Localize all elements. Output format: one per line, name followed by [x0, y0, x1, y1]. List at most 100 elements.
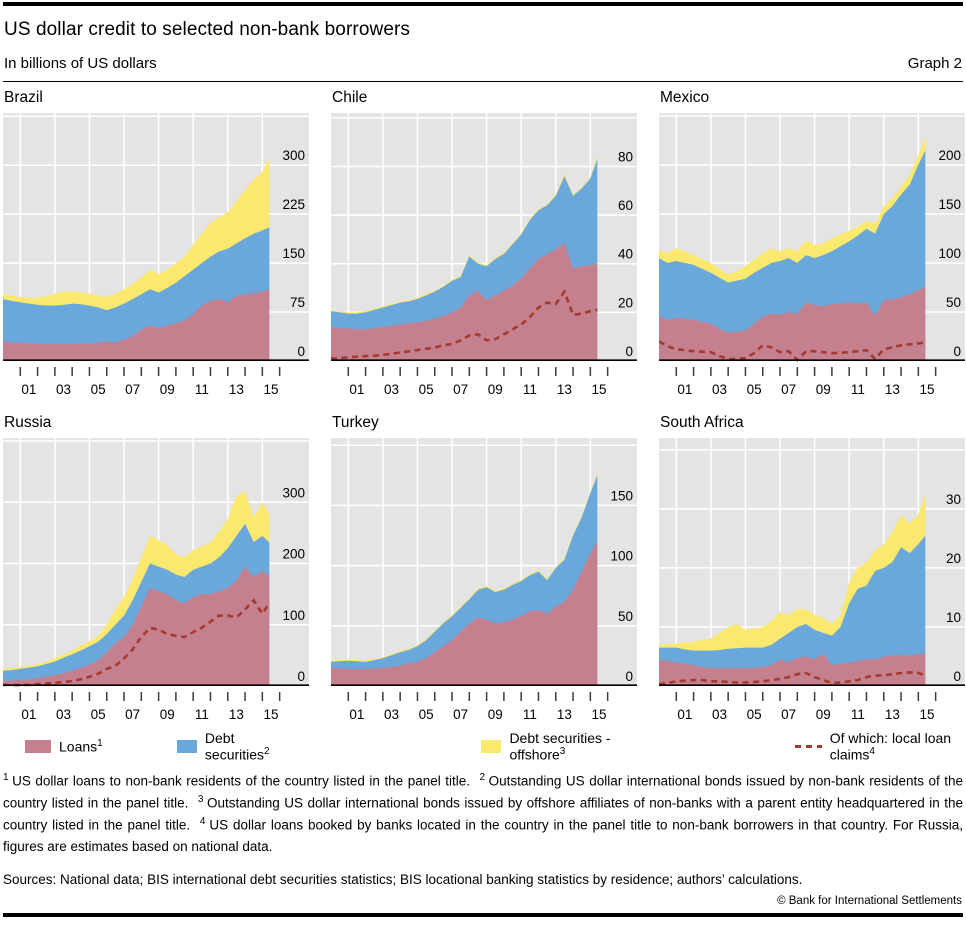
legend-label: Of which: local loan claims4: [829, 729, 952, 763]
stacked-area-chart-russia: 0 100 200 300 01 03 05 07 09 11 13 15: [3, 438, 309, 722]
top-rule: [3, 2, 963, 6]
svg-text:300: 300: [282, 148, 305, 163]
stacked-area-chart-south-africa: 0 10 20 30 01 03 05 07 09 11 13 15: [659, 438, 965, 722]
svg-text:11: 11: [195, 382, 209, 397]
panel-title: Chile: [332, 89, 368, 106]
page-subtitle: In billions of US dollars: [4, 55, 157, 72]
chart-grid: Brazil 0 75 150 225 300 01 03 05 07 09 11 13 15 Chil…: [3, 89, 965, 726]
svg-text:225: 225: [282, 197, 305, 212]
svg-text:80: 80: [618, 149, 633, 164]
svg-text:11: 11: [851, 707, 865, 722]
svg-text:150: 150: [938, 197, 961, 212]
svg-text:05: 05: [747, 382, 762, 397]
svg-text:07: 07: [781, 382, 796, 397]
svg-text:0: 0: [297, 669, 305, 684]
svg-text:05: 05: [419, 707, 434, 722]
svg-text:15: 15: [263, 382, 278, 397]
stacked-area-chart-turkey: 0 50 100 150 01 03 05 07 09 11 13 15: [331, 438, 637, 722]
svg-text:11: 11: [851, 382, 865, 397]
svg-text:09: 09: [816, 382, 831, 397]
svg-text:13: 13: [557, 707, 572, 722]
svg-text:03: 03: [384, 382, 399, 397]
sources-line: Sources: National data; BIS internationa…: [3, 871, 803, 887]
svg-text:15: 15: [919, 382, 934, 397]
svg-text:01: 01: [349, 382, 364, 397]
svg-text:50: 50: [618, 609, 633, 624]
svg-text:0: 0: [625, 344, 633, 359]
svg-text:11: 11: [523, 382, 537, 397]
svg-text:200: 200: [282, 547, 305, 562]
panel-title: South Africa: [660, 414, 744, 431]
svg-text:150: 150: [610, 488, 633, 503]
svg-text:11: 11: [195, 707, 209, 722]
svg-text:09: 09: [160, 707, 175, 722]
svg-text:75: 75: [290, 295, 305, 310]
svg-text:07: 07: [781, 707, 796, 722]
svg-text:01: 01: [677, 707, 692, 722]
svg-text:03: 03: [712, 707, 727, 722]
svg-text:01: 01: [677, 382, 692, 397]
svg-text:09: 09: [488, 382, 503, 397]
svg-text:03: 03: [384, 707, 399, 722]
svg-text:15: 15: [919, 707, 934, 722]
svg-text:100: 100: [282, 608, 305, 623]
chart-panel-chile: Chile 0 20 40 60 80 01 03 05 07 09 11 13 15: [331, 89, 637, 401]
legend-label: Loans1: [59, 737, 103, 755]
chart-panel-brazil: Brazil 0 75 150 225 300 01 03 05 07 09 11 13 15: [3, 89, 309, 401]
color-swatch-icon: [176, 739, 197, 753]
svg-text:15: 15: [263, 707, 278, 722]
legend-item-debt-securities: Debt securities2: [176, 729, 281, 763]
svg-text:60: 60: [618, 198, 633, 213]
svg-text:0: 0: [625, 669, 633, 684]
svg-text:05: 05: [747, 707, 762, 722]
svg-text:0: 0: [953, 344, 961, 359]
panel-title: Brazil: [4, 89, 43, 106]
legend: Loans1 Debt securities2 Debt securities - …: [3, 730, 963, 762]
legend-item-loans: Loans1: [25, 737, 103, 755]
svg-text:100: 100: [938, 246, 961, 261]
svg-text:09: 09: [488, 707, 503, 722]
chart-panel-mexico: Mexico 0 50 100 150 200 01 03 05 07 09 11 13 15: [659, 89, 965, 401]
footnotes: 1 US dollar loans to non-bank residents …: [3, 772, 964, 855]
legend-item-debt-securities-offshore: Debt securities - offshore3: [481, 729, 635, 763]
legend-label: Debt securities2: [204, 729, 270, 763]
svg-text:0: 0: [297, 344, 305, 359]
stacked-area-chart-brazil: 0 75 150 225 300 01 03 05 07 09 11 13 15: [3, 113, 309, 397]
svg-text:07: 07: [453, 707, 468, 722]
svg-text:05: 05: [91, 707, 106, 722]
svg-text:03: 03: [56, 707, 71, 722]
svg-text:05: 05: [419, 382, 434, 397]
svg-text:07: 07: [125, 382, 140, 397]
svg-text:09: 09: [160, 382, 175, 397]
dashed-line-icon: [795, 744, 822, 748]
svg-text:15: 15: [591, 707, 606, 722]
svg-text:150: 150: [282, 246, 305, 261]
chart-panel-turkey: Turkey 0 50 100 150 01 03 05 07 09 11 13 15: [331, 414, 637, 726]
svg-text:40: 40: [618, 247, 633, 262]
svg-text:200: 200: [938, 148, 961, 163]
svg-text:05: 05: [91, 382, 106, 397]
svg-text:50: 50: [946, 295, 961, 310]
bottom-rule: [3, 912, 963, 917]
svg-text:09: 09: [816, 707, 831, 722]
svg-text:10: 10: [946, 610, 961, 625]
graph-number-label: Graph 2: [907, 55, 962, 72]
svg-text:20: 20: [618, 295, 633, 310]
chart-panel-south-africa: South Africa 0 10 20 30 01 03 05 07 09 11 13 15: [659, 414, 965, 726]
svg-text:07: 07: [125, 707, 140, 722]
svg-text:300: 300: [282, 485, 305, 500]
panel-title: Russia: [4, 414, 52, 431]
svg-text:01: 01: [349, 707, 364, 722]
svg-text:30: 30: [946, 492, 961, 507]
svg-text:13: 13: [885, 382, 900, 397]
stacked-area-chart-chile: 0 20 40 60 80 01 03 05 07 09 11 13 15: [331, 113, 637, 397]
legend-label: Debt securities - offshore3: [509, 729, 611, 763]
legend-item-of-which-local-loan-claims: Of which: local loan claims4: [795, 729, 963, 763]
svg-text:15: 15: [591, 382, 606, 397]
svg-text:13: 13: [229, 382, 244, 397]
svg-text:0: 0: [953, 669, 961, 684]
page-title: US dollar credit to selected non-bank bo…: [4, 19, 411, 40]
svg-text:13: 13: [885, 707, 900, 722]
svg-text:20: 20: [946, 551, 961, 566]
